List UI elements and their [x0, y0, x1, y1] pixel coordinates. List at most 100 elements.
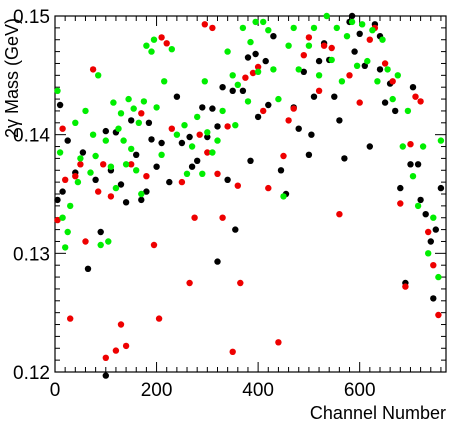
data-point: [252, 18, 259, 26]
data-point: [178, 139, 186, 147]
data-point: [430, 295, 437, 302]
data-point: [242, 74, 249, 81]
data-point: [173, 93, 181, 100]
data-point: [72, 173, 79, 180]
y-axis-tick-labels: 0.12 0.13 0.14 0.15: [13, 7, 50, 384]
data-point: [376, 66, 384, 73]
data-point: [191, 214, 198, 221]
data-point: [56, 149, 64, 156]
data-point: [112, 184, 120, 192]
data-point: [280, 152, 287, 160]
data-point: [305, 34, 313, 41]
data-point: [122, 342, 130, 350]
data-point: [219, 107, 226, 115]
data-point: [138, 190, 145, 198]
data-point: [229, 72, 236, 79]
y-axis-ticks: [55, 15, 446, 373]
data-point: [107, 193, 115, 200]
data-point: [404, 107, 412, 115]
data-point: [270, 33, 277, 40]
data-point: [427, 238, 434, 245]
data-point: [97, 228, 104, 236]
data-point: [122, 199, 130, 206]
data-point: [280, 193, 287, 200]
data-point: [397, 184, 404, 192]
data-point: [402, 283, 409, 290]
data-point: [285, 117, 292, 124]
data-point: [196, 131, 203, 138]
data-point: [366, 143, 373, 150]
data-point: [181, 122, 188, 129]
data-point: [338, 78, 346, 85]
x-axis-tick-labels: 0 200 400 600: [50, 380, 376, 401]
data-point: [82, 107, 89, 115]
data-point: [128, 161, 135, 168]
data-point: [244, 54, 252, 61]
data-point: [214, 258, 221, 265]
data-point: [199, 104, 206, 111]
data-point: [389, 78, 396, 85]
data-point: [140, 98, 148, 105]
data-point: [379, 36, 386, 43]
data-point: [92, 152, 99, 160]
x-tick-label: 200: [141, 380, 173, 401]
data-point: [328, 56, 335, 64]
data-point: [239, 24, 247, 32]
data-point: [229, 348, 236, 355]
data-point: [234, 81, 241, 89]
data-point: [107, 163, 115, 170]
x-tick-label: 400: [242, 380, 274, 401]
data-point: [143, 173, 150, 180]
data-point: [84, 265, 92, 272]
data-point: [285, 42, 292, 49]
data-point: [409, 84, 417, 91]
data-point: [77, 155, 84, 162]
data-point: [364, 57, 371, 65]
data-point: [315, 57, 323, 65]
data-point: [178, 178, 186, 186]
data-point: [100, 161, 107, 168]
data-point: [77, 161, 84, 168]
data-point: [407, 161, 414, 168]
data-point: [430, 214, 437, 221]
data-point: [194, 157, 201, 164]
data-point: [331, 93, 338, 100]
data-point: [56, 101, 64, 109]
data-point: [356, 30, 363, 37]
data-point: [117, 321, 125, 328]
data-point: [260, 107, 267, 115]
data-point: [214, 170, 221, 177]
data-point: [97, 241, 104, 249]
data-point: [328, 44, 335, 52]
data-point: [153, 104, 160, 111]
data-point: [412, 93, 419, 100]
data-point: [117, 181, 125, 188]
data-point: [323, 12, 330, 20]
data-point: [430, 262, 437, 269]
data-point: [214, 123, 221, 130]
data-point: [320, 42, 328, 49]
data-point: [54, 216, 61, 224]
data-point: [150, 241, 158, 249]
data-point: [201, 78, 208, 85]
data-point: [300, 68, 307, 76]
data-point: [92, 176, 99, 183]
data-point: [343, 33, 351, 40]
data-point: [102, 372, 110, 379]
data-point: [315, 87, 323, 95]
data-point: [194, 113, 201, 121]
data-point: [262, 57, 269, 65]
data-point: [138, 196, 145, 204]
y-tick-label: 0.14: [13, 126, 50, 147]
y-axis-title: 2γ Mass (GeV): [2, 18, 22, 138]
data-point: [204, 133, 211, 141]
data-point: [277, 167, 285, 174]
data-point: [82, 238, 89, 245]
data-point: [168, 125, 175, 132]
data-point: [133, 151, 140, 158]
data-point: [407, 141, 414, 148]
data-point: [59, 125, 66, 132]
data-point: [300, 52, 307, 59]
data-point: [130, 105, 137, 112]
